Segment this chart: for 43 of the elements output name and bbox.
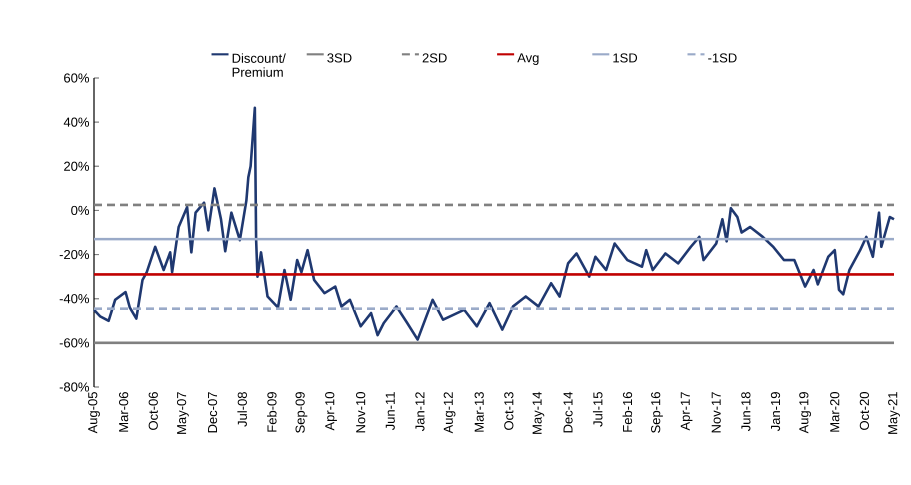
x-tick-label: Jul-15 (592, 392, 602, 427)
x-tick-label: Apr-17 (680, 392, 692, 431)
x-tick-label: Aug-12 (444, 392, 456, 434)
x-tick-label: Dec-07 (208, 392, 218, 432)
x-tick-label: Sep-16 (651, 392, 663, 433)
x-tick-label: Mar-06 (119, 392, 128, 432)
x-tick-label: Jun-18 (741, 392, 750, 432)
y-tick-label: -40% (60, 294, 89, 304)
y-tick-label: -60% (60, 338, 89, 348)
x-tick-label: Apr-10 (325, 392, 337, 431)
x-tick-label: Nov-17 (712, 392, 721, 432)
x-tick-label: Nov-10 (356, 392, 366, 432)
y-tick-label: 60% (64, 73, 89, 83)
y-tick-label: -20% (60, 250, 89, 260)
y-tick-label: 0% (71, 206, 89, 216)
legend-label: Avg (517, 53, 539, 65)
x-tick-label: Jul-08 (237, 392, 247, 427)
y-tick-label: 40% (64, 118, 89, 127)
x-tick-label: Sep-09 (296, 392, 308, 433)
x-tick-label: Mar-13 (474, 392, 484, 432)
legend-label: 1SD (613, 53, 638, 63)
y-tick-label: 20% (64, 162, 89, 171)
x-tick-label: May-07 (177, 392, 189, 434)
x-tick-label: Oct-13 (504, 392, 514, 430)
x-tick-label: Oct-06 (148, 392, 158, 430)
x-tick-label: Jan-19 (770, 392, 780, 432)
x-tick-label: Dec-14 (564, 392, 573, 432)
x-tick-label: Oct-20 (860, 392, 869, 430)
x-tick-label: May-14 (532, 392, 544, 434)
legend-label: 2SD (422, 53, 447, 63)
legend-label: -1SD (708, 53, 737, 63)
legend-label: 3SD (327, 53, 352, 63)
x-tick-label: May-21 (888, 392, 900, 434)
x-tick-label: Mar-20 (830, 392, 840, 432)
legend-label: Discount/ Premium (232, 53, 286, 77)
x-tick-label: Aug-19 (799, 392, 812, 434)
x-tick-label: Feb-09 (267, 392, 277, 432)
x-tick-label: Jan-12 (415, 392, 425, 432)
y-tick-label: -80% (60, 382, 89, 392)
line-series (92, 106, 896, 341)
x-tick-label: Jun-11 (386, 392, 395, 430)
x-tick-label: Aug-05 (88, 392, 100, 434)
x-tick-label: Feb-16 (622, 392, 632, 432)
